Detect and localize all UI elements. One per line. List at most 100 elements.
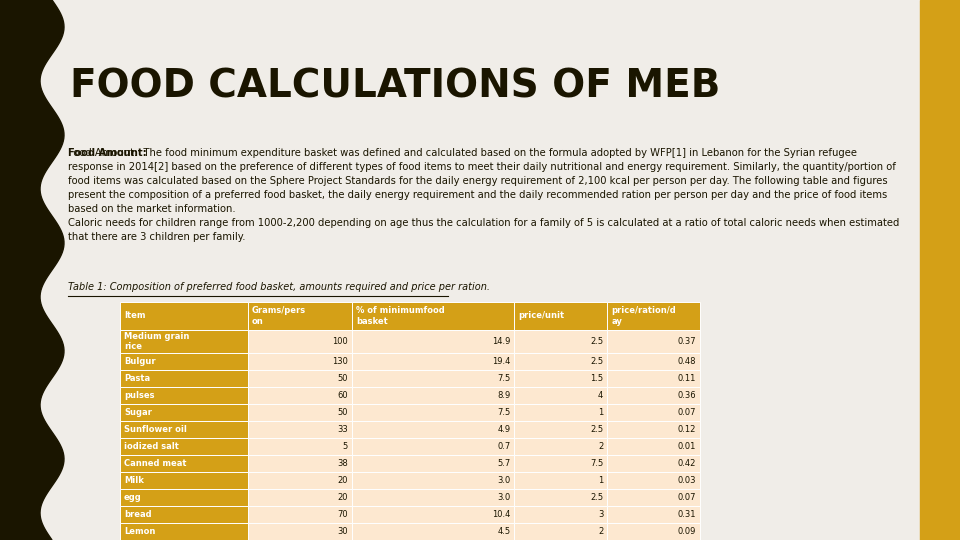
Bar	[515, 421, 607, 438]
Bar	[515, 455, 607, 472]
Bar	[515, 404, 607, 421]
Text: 2.5: 2.5	[590, 493, 603, 502]
Text: 3.0: 3.0	[497, 493, 511, 502]
Bar	[120, 404, 248, 421]
Polygon shape	[0, 0, 64, 540]
Bar	[607, 421, 700, 438]
Text: 38: 38	[337, 459, 348, 468]
Bar	[515, 302, 607, 330]
Bar	[248, 523, 352, 540]
Text: 14.9: 14.9	[492, 337, 511, 346]
Bar	[515, 387, 607, 404]
Text: Table 1: Composition of preferred food basket, amounts required and price per ra: Table 1: Composition of preferred food b…	[68, 282, 490, 292]
Text: 70: 70	[337, 510, 348, 519]
Text: Food Amount:: Food Amount:	[68, 148, 147, 158]
Text: 5.7: 5.7	[497, 459, 511, 468]
Bar	[352, 330, 515, 353]
Text: price/ration/d
ay: price/ration/d ay	[612, 306, 676, 326]
Text: 2: 2	[598, 442, 603, 451]
Text: Sunflower oil: Sunflower oil	[124, 425, 187, 434]
Text: Grams/pers
on: Grams/pers on	[252, 306, 305, 326]
Bar	[120, 455, 248, 472]
Text: 5: 5	[343, 442, 348, 451]
Text: % of minimumfood
basket: % of minimumfood basket	[356, 306, 444, 326]
Text: 60: 60	[337, 391, 348, 400]
Text: 7.5: 7.5	[497, 374, 511, 383]
Text: 0.03: 0.03	[678, 476, 696, 485]
Text: 0.7: 0.7	[497, 442, 511, 451]
Bar	[352, 455, 515, 472]
Bar	[607, 302, 700, 330]
Bar	[515, 472, 607, 489]
Bar	[248, 302, 352, 330]
Bar	[352, 353, 515, 370]
Text: Milk: Milk	[124, 476, 144, 485]
Bar	[248, 421, 352, 438]
Bar	[352, 421, 515, 438]
Text: 20: 20	[338, 493, 348, 502]
Bar	[607, 455, 700, 472]
Text: price/unit: price/unit	[518, 312, 564, 321]
Bar	[607, 506, 700, 523]
Text: 0.09: 0.09	[678, 527, 696, 536]
Bar	[248, 353, 352, 370]
Text: Medium grain
rice: Medium grain rice	[124, 332, 189, 351]
Bar	[120, 353, 248, 370]
Bar	[607, 472, 700, 489]
Bar	[120, 506, 248, 523]
Bar	[248, 506, 352, 523]
Text: 1: 1	[598, 408, 603, 417]
Text: 1: 1	[598, 476, 603, 485]
Text: 20: 20	[338, 476, 348, 485]
Bar	[248, 472, 352, 489]
Bar	[515, 489, 607, 506]
Text: 7.5: 7.5	[590, 459, 603, 468]
Bar	[248, 387, 352, 404]
Text: 4.9: 4.9	[497, 425, 511, 434]
Text: 50: 50	[338, 408, 348, 417]
Bar	[120, 387, 248, 404]
Text: 0.01: 0.01	[678, 442, 696, 451]
Bar	[607, 387, 700, 404]
Bar	[515, 330, 607, 353]
Text: 130: 130	[332, 357, 348, 366]
Text: 0.07: 0.07	[678, 493, 696, 502]
Text: 3: 3	[598, 510, 603, 519]
Text: 0.48: 0.48	[678, 357, 696, 366]
Text: 2.5: 2.5	[590, 337, 603, 346]
Bar	[515, 353, 607, 370]
Text: Canned meat: Canned meat	[124, 459, 186, 468]
Text: 2.5: 2.5	[590, 357, 603, 366]
Text: FOOD CALCULATIONS OF MEB: FOOD CALCULATIONS OF MEB	[70, 68, 720, 106]
Bar	[120, 523, 248, 540]
Bar	[352, 387, 515, 404]
Bar	[607, 404, 700, 421]
Text: 0.37: 0.37	[678, 337, 696, 346]
Text: 3.0: 3.0	[497, 476, 511, 485]
Bar	[607, 438, 700, 455]
Text: 4.5: 4.5	[497, 527, 511, 536]
Bar	[607, 523, 700, 540]
Text: 19.4: 19.4	[492, 357, 511, 366]
Text: 0.11: 0.11	[678, 374, 696, 383]
Bar	[515, 523, 607, 540]
Text: Pasta: Pasta	[124, 374, 150, 383]
Text: Sugar: Sugar	[124, 408, 152, 417]
Bar	[515, 370, 607, 387]
Bar	[120, 302, 248, 330]
Text: 8.9: 8.9	[497, 391, 511, 400]
Bar	[352, 489, 515, 506]
Text: Bulgur: Bulgur	[124, 357, 156, 366]
Bar	[248, 370, 352, 387]
Text: 2.5: 2.5	[590, 425, 603, 434]
Text: Item: Item	[124, 312, 146, 321]
Bar	[120, 330, 248, 353]
Text: 0.31: 0.31	[678, 510, 696, 519]
Bar	[248, 455, 352, 472]
Text: 2: 2	[598, 527, 603, 536]
Bar	[607, 353, 700, 370]
Text: 100: 100	[332, 337, 348, 346]
Text: 50: 50	[338, 374, 348, 383]
Bar	[352, 370, 515, 387]
Bar	[352, 302, 515, 330]
